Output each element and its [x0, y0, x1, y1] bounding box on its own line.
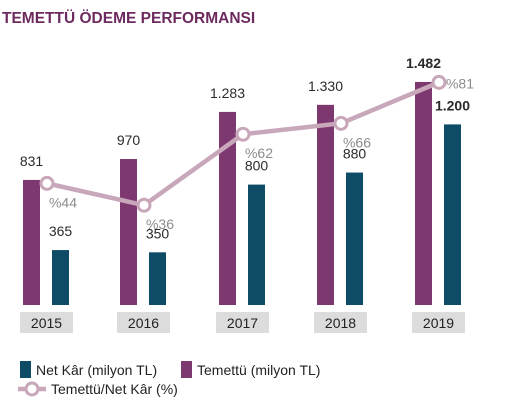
- temettu-value-label-2019: 1.482: [406, 55, 441, 71]
- year-label-2017: 2017: [227, 315, 258, 331]
- legend: Net Kâr (milyon TL) Temettü (milyon TL) Te…: [18, 361, 320, 397]
- ratio-point-2015: [39, 175, 55, 191]
- ratio-point-2017: [235, 126, 251, 142]
- year-box-2019: [412, 312, 465, 333]
- net-kar-value-label-2015: 365: [49, 223, 73, 239]
- legend-ratio-marker: [24, 381, 40, 397]
- temettu-value-label-2018: 1.330: [308, 78, 343, 94]
- legend-ratio-label: Temettü/Net Kâr (%): [51, 381, 178, 397]
- net-kar-value-label-2018: 880: [343, 146, 367, 162]
- ratio-label-2018: %66: [343, 134, 371, 150]
- ratio-label-2019: %81: [446, 75, 474, 91]
- temettu-value-label-2017: 1.283: [210, 85, 245, 101]
- year-box-2015: [20, 312, 73, 333]
- temettu-bar-2017: [219, 111, 236, 305]
- temettu-bar-2018: [317, 104, 334, 306]
- ratio-point-2018: [333, 115, 349, 131]
- ratio-point-2016: [136, 197, 152, 213]
- year-box-2016: [117, 312, 170, 333]
- temettu-value-label-2016: 970: [117, 132, 141, 148]
- value-label-layer: 831 365 970 350 1.283 800 1.330 880 1.482 1.200: [20, 55, 470, 241]
- legend-temettu-label: Temettü (milyon TL): [197, 362, 320, 378]
- temettu-value-label-2015: 831: [20, 153, 44, 169]
- year-label-2018: 2018: [325, 315, 356, 331]
- net-kar-bar-2018: [346, 172, 363, 305]
- net-kar-bar-2019: [444, 124, 461, 306]
- legend-temettu-swatch: [181, 361, 192, 378]
- net-kar-bar-2015: [52, 250, 69, 305]
- net-kar-value-label-2016: 350: [146, 225, 170, 241]
- ratio-label-2016: %36: [146, 216, 174, 232]
- year-box-2017: [216, 312, 269, 333]
- year-axis: 2015 2016 2017 2018 2019: [20, 312, 465, 333]
- ratio-point-2019: [431, 74, 447, 90]
- year-label-2016: 2016: [128, 315, 159, 331]
- ratio-line-layer: %44 %36 %62 %66 %81: [39, 74, 474, 232]
- net-kar-bar-2017: [248, 184, 265, 305]
- net-kar-value-label-2017: 800: [245, 158, 269, 174]
- temettu-bar-2019: [415, 81, 432, 305]
- year-label-2015: 2015: [31, 315, 62, 331]
- ratio-label-2017: %62: [245, 145, 273, 161]
- temettu-bar-2016: [120, 159, 137, 305]
- year-label-2019: 2019: [423, 315, 454, 331]
- legend-net-kar-swatch: [20, 361, 31, 378]
- chart-title: TEMETTÜ ÖDEME PERFORMANSI: [2, 10, 255, 27]
- net-kar-bar-2016: [149, 252, 166, 305]
- ratio-label-2015: %44: [49, 194, 77, 210]
- bar-layer: [23, 81, 461, 306]
- net-kar-value-label-2019: 1.200: [435, 97, 470, 113]
- year-box-2018: [314, 312, 367, 333]
- legend-net-kar-label: Net Kâr (milyon TL): [36, 362, 157, 378]
- temettu-bar-2015: [23, 179, 40, 305]
